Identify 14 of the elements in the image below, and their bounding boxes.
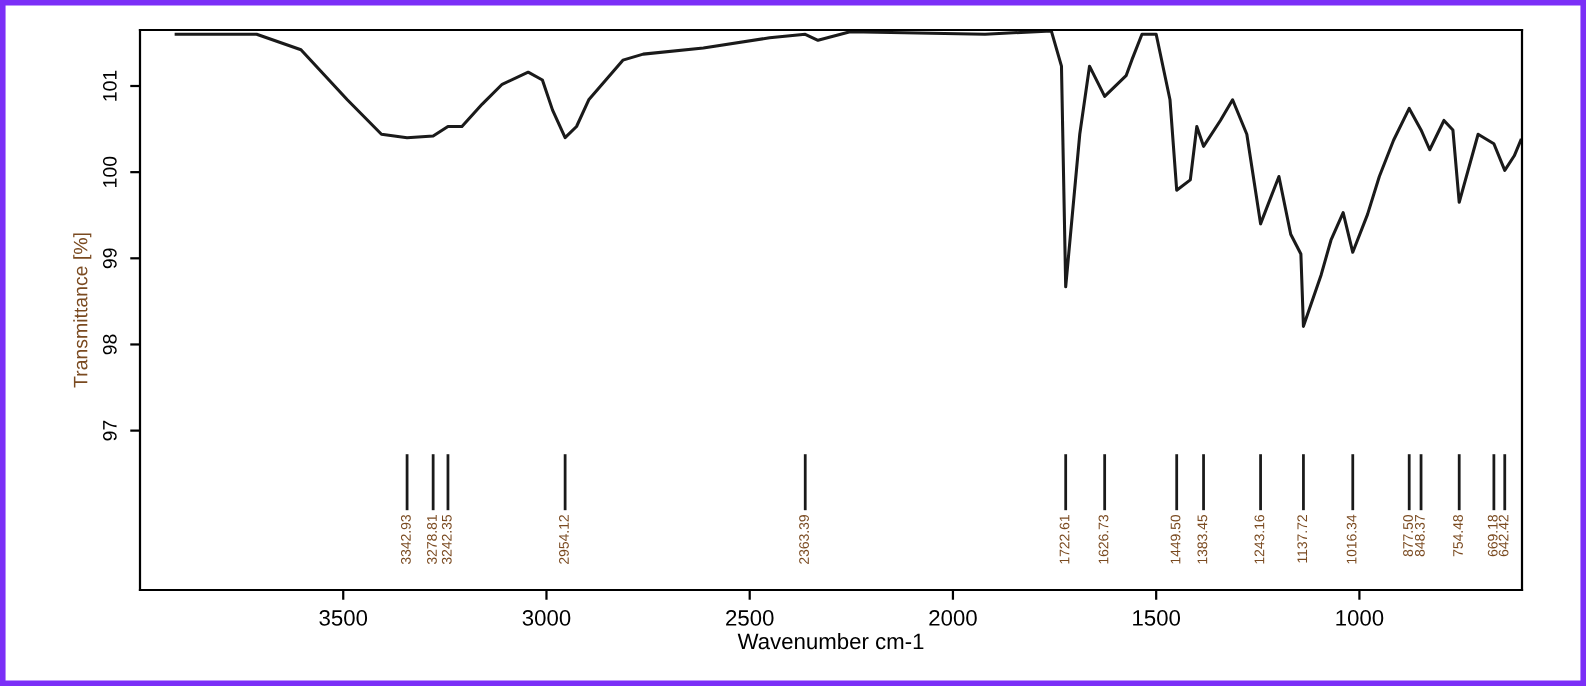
x-tick-label: 3500 [319, 610, 368, 626]
y-tick-label: 99 [102, 248, 117, 269]
y-tick-label: 98 [102, 334, 117, 355]
y-tick-label: 97 [102, 420, 117, 441]
line-series [174, 30, 1522, 328]
x-tick-label: 1500 [1133, 610, 1181, 626]
y-tick-label: 101 [102, 70, 117, 101]
y-axis-title: Transmittance [%] [73, 233, 92, 388]
x-tick-label: 1000 [1336, 610, 1384, 626]
y-tick-label: 100 [102, 156, 117, 187]
x-axis-title: Wavenumber cm-1 [737, 632, 924, 650]
x-tick-label: 2000 [929, 610, 977, 626]
x-tick-label: 2500 [726, 610, 774, 626]
x-tick-label: 3000 [522, 610, 571, 626]
